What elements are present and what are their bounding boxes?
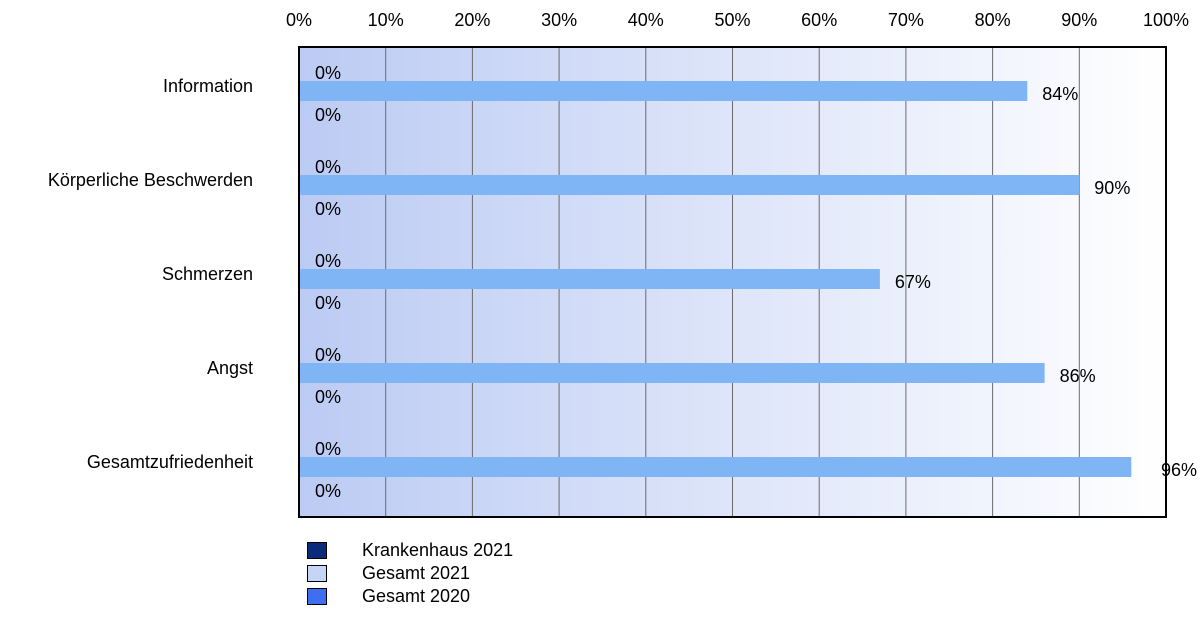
x-tick-label: 80% bbox=[975, 10, 1011, 30]
category-label: Körperliche Beschwerden bbox=[48, 170, 253, 190]
data-label-gesamt-2020: 0% bbox=[315, 105, 341, 125]
data-label-gesamt-2020: 0% bbox=[315, 199, 341, 219]
data-label-gesamt-2020: 0% bbox=[315, 481, 341, 501]
category-label: Information bbox=[163, 76, 253, 96]
data-label-gesamt-2021: 84% bbox=[1042, 84, 1078, 104]
data-label-gesamt-2020: 0% bbox=[315, 387, 341, 407]
x-tick-label: 90% bbox=[1061, 10, 1097, 30]
data-label-krankenhaus-2021: 0% bbox=[315, 157, 341, 177]
data-label-krankenhaus-2021: 0% bbox=[315, 439, 341, 459]
x-tick-label: 70% bbox=[888, 10, 924, 30]
category-label: Schmerzen bbox=[162, 264, 253, 284]
x-tick-label: 30% bbox=[541, 10, 577, 30]
category-label: Angst bbox=[207, 358, 253, 378]
data-label-gesamt-2020: 0% bbox=[315, 293, 341, 313]
x-tick-label: 60% bbox=[801, 10, 837, 30]
x-tick-label: 100% bbox=[1143, 10, 1189, 30]
legend-swatch bbox=[307, 542, 327, 559]
x-tick-label: 50% bbox=[714, 10, 750, 30]
bar-gesamt-2021 bbox=[299, 363, 1045, 383]
data-label-gesamt-2021: 86% bbox=[1060, 366, 1096, 386]
data-label-krankenhaus-2021: 0% bbox=[315, 345, 341, 365]
bar-gesamt-2021 bbox=[299, 269, 880, 289]
data-label-krankenhaus-2021: 0% bbox=[315, 251, 341, 271]
bar-gesamt-2021 bbox=[299, 175, 1080, 195]
x-tick-label: 0% bbox=[286, 10, 312, 30]
data-label-krankenhaus-2021: 0% bbox=[315, 63, 341, 83]
labels: 0% 10% 20% 30% 40% 50% 60% 70% 80% 90% 100% Informa… bbox=[48, 10, 1197, 501]
data-label-gesamt-2021: 67% bbox=[895, 272, 931, 292]
x-tick-label: 10% bbox=[368, 10, 404, 30]
legend-label: Gesamt 2020 bbox=[362, 586, 471, 606]
x-tick-label: 20% bbox=[454, 10, 490, 30]
category-label: Gesamtzufriedenheit bbox=[87, 452, 253, 472]
bars bbox=[299, 81, 1132, 477]
bar-gesamt-2021 bbox=[299, 81, 1028, 101]
x-tick-label: 40% bbox=[628, 10, 664, 30]
data-label-gesamt-2021: 90% bbox=[1094, 178, 1130, 198]
legend-label: Krankenhaus 2021 bbox=[362, 540, 514, 560]
plot-area-border bbox=[298, 46, 1167, 518]
bar-gesamt-2021 bbox=[299, 457, 1132, 477]
legend-label: Gesamt 2021 bbox=[362, 563, 471, 583]
data-label-gesamt-2021: 96% bbox=[1161, 460, 1197, 480]
legend-swatch bbox=[307, 588, 327, 605]
legend-swatch bbox=[307, 565, 327, 582]
